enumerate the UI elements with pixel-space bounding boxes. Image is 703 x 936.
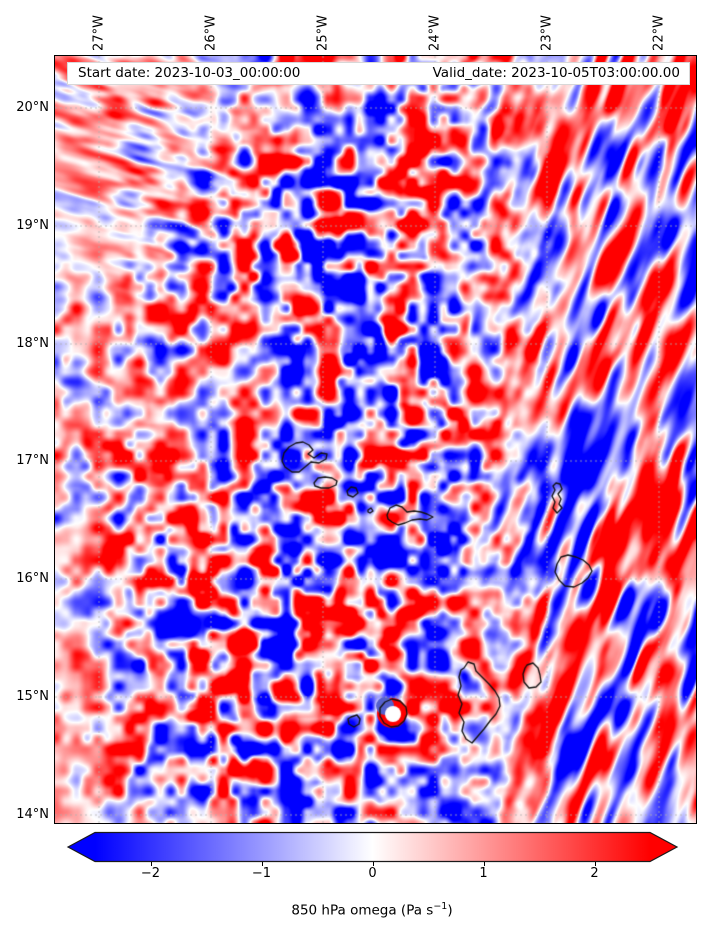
start-date-label: Start date: 2023-10-03_00:00:00 — [78, 64, 301, 81]
colorbar-label-sup: −1 — [433, 901, 448, 912]
valid-date-label: Valid_date: 2023-10-05T03:00:00.00 — [432, 64, 680, 81]
date-annotation-box: Start date: 2023-10-03_00:00:00 Valid_da… — [67, 62, 690, 85]
colorbar-label-text: 850 hPa omega (Pa s — [291, 902, 434, 919]
map-area: Start date: 2023-10-03_00:00:00 Valid_da… — [54, 55, 697, 824]
colorbar-bar — [66, 831, 679, 863]
omega-field-canvas — [55, 56, 696, 823]
colorbar-label-suffix: ) — [447, 902, 453, 919]
colorbar-label: 850 hPa omega (Pa s−1) — [222, 901, 522, 919]
